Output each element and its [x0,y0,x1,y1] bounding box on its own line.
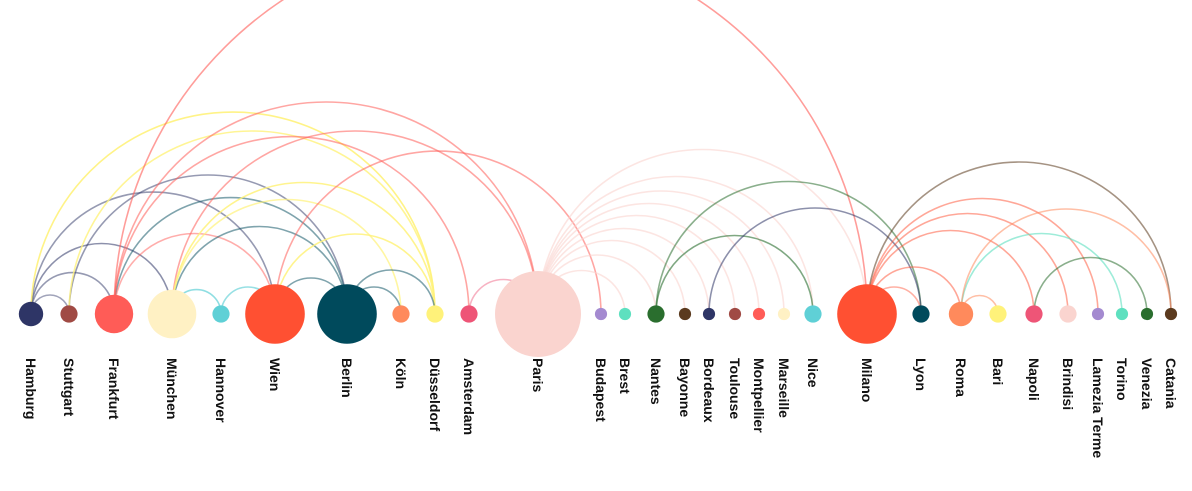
node-venezia[interactable] [1140,307,1154,321]
link-bordeaux-lyon [708,207,922,315]
link-roma-catania [960,208,1172,315]
link-milano-catania [866,161,1172,315]
link-paris-marseille [537,190,785,315]
label-bordeaux: Bordeaux [701,358,717,423]
link-paris-toulouse [537,214,736,315]
node-lyon[interactable] [912,305,930,323]
node-berlin[interactable] [317,284,377,344]
label-nantes: Nantes [648,358,664,405]
label-berlin: Berlin [339,358,355,398]
label-brindisi: Brindisi [1060,358,1076,410]
link-napoli-venezia [1033,256,1148,315]
label-hannover: Hannover [213,358,229,423]
link-hamburg-munchen [30,242,173,315]
link-milano-lamezia [866,197,1099,315]
label-wien: Wien [267,358,283,391]
node-nice[interactable] [804,305,822,323]
link-munchen-paris [171,130,539,315]
label-montpellier: Montpellier [751,358,767,433]
node-torino[interactable] [1115,307,1129,321]
node-hamburg[interactable] [18,301,44,327]
node-milano[interactable] [837,284,897,344]
label-toulouse: Toulouse [727,358,743,419]
node-napoli[interactable] [1025,305,1043,323]
label-dusseldorf: Düsseldorf [427,358,443,431]
node-roma[interactable] [948,301,974,327]
link-munchen-koln [171,198,402,315]
label-hamburg: Hamburg [23,358,39,419]
link-frankfurt-amsterdam [113,135,470,315]
node-catania[interactable] [1164,307,1178,321]
node-hannover[interactable] [212,305,230,323]
node-brest[interactable] [618,307,632,321]
label-paris: Paris [530,358,546,392]
node-munchen[interactable] [147,289,197,339]
link-frankfurt-paris [113,101,539,315]
label-brest: Brest [617,358,633,394]
label-koln: Köln [393,358,409,389]
node-montpellier[interactable] [752,307,766,321]
node-paris[interactable] [495,271,581,357]
label-marseille: Marseille [776,358,792,418]
label-nice: Nice [805,358,821,388]
link-frankfurt-milano [113,0,868,315]
link-nantes-lyon [655,180,922,315]
link-frankfurt-berlin [113,196,348,315]
link-hamburg-dusseldorf [30,111,436,315]
node-marseille[interactable] [777,307,791,321]
label-lamezia: Lamezia Terme [1090,358,1106,458]
node-stuttgart[interactable] [60,305,78,323]
label-milano: Milano [859,358,875,402]
link-stuttgart-dusseldorf [68,130,436,315]
link-paris-nice [537,175,814,315]
node-bayonne[interactable] [678,307,692,321]
label-torino: Torino [1114,358,1130,401]
label-venezia: Venezia [1139,358,1155,410]
label-budapest: Budapest [593,358,609,422]
link-paris-montpellier [537,202,760,315]
node-lamezia[interactable] [1091,307,1105,321]
node-nantes[interactable] [647,305,665,323]
node-toulouse[interactable] [728,307,742,321]
link-munchen-dusseldorf [171,181,436,315]
label-catania: Catania [1163,358,1179,409]
label-munchen: München [164,358,180,419]
link-nantes-nice [655,234,814,315]
link-roma-torino [960,232,1123,315]
node-frankfurt[interactable] [94,294,134,334]
node-brindisi[interactable] [1059,305,1077,323]
label-lyon: Lyon [913,358,929,391]
label-napoli: Napoli [1026,358,1042,401]
node-wien[interactable] [245,284,305,344]
node-bari[interactable] [989,305,1007,323]
link-milano-napoli [866,229,1035,315]
node-dusseldorf[interactable] [426,305,444,323]
link-wien-dusseldorf [274,233,436,315]
label-bari: Bari [990,358,1006,385]
node-koln[interactable] [392,305,410,323]
link-frankfurt-wien [113,232,276,315]
label-amsterdam: Amsterdam [461,358,477,435]
label-bayonne: Bayonne [677,358,693,417]
link-paris-milano [537,148,868,315]
link-munchen-berlin [171,225,348,315]
link-stuttgart-berlin [68,174,348,315]
label-roma: Roma [953,358,969,397]
node-amsterdam[interactable] [460,305,478,323]
label-layer: Hamburg Stuttgart Frankfurt München Hannover… [23,358,1179,458]
label-frankfurt: Frankfurt [106,358,122,420]
label-stuttgart: Stuttgart [61,358,77,417]
node-budapest[interactable] [594,307,608,321]
node-layer [18,271,1178,357]
node-bordeaux[interactable] [702,307,716,321]
link-layer [30,0,1172,315]
